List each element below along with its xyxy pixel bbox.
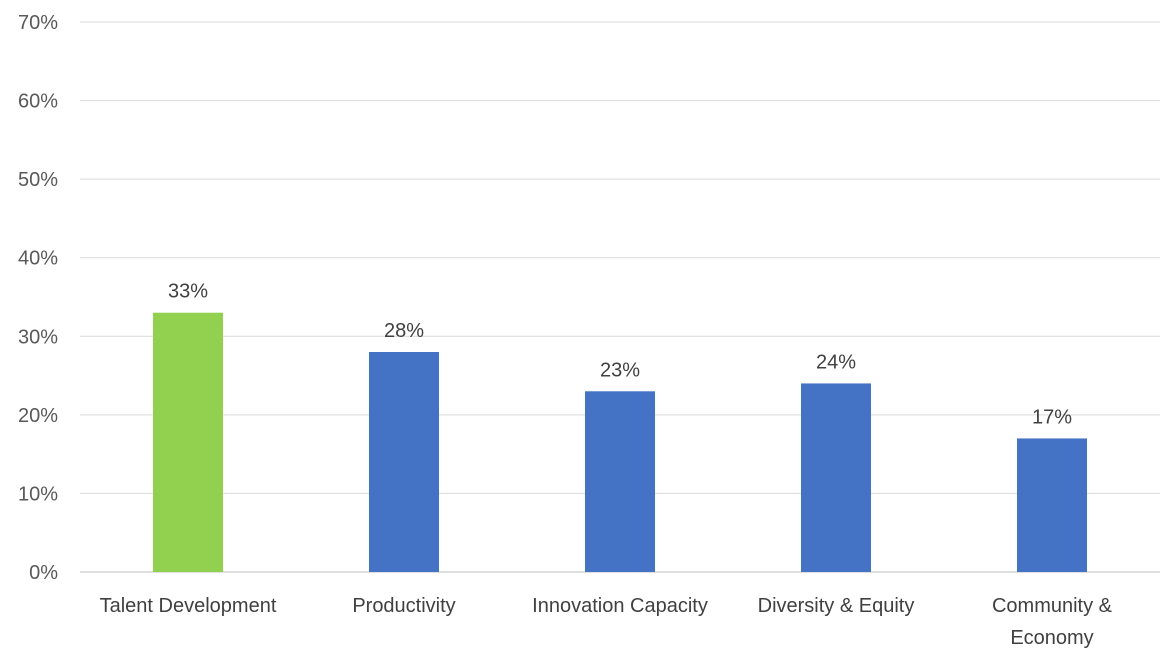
bar	[153, 312, 223, 572]
y-tick-label: 20%	[18, 405, 58, 427]
y-tick-label: 30%	[18, 326, 58, 348]
data-label: 23%	[600, 359, 640, 381]
x-axis-category-labels: Talent Development Productivity Innovation…	[100, 595, 1113, 649]
data-label: 28%	[384, 320, 424, 342]
y-tick-label: 40%	[18, 248, 58, 270]
bars	[153, 312, 1087, 572]
y-tick-label: 0%	[29, 562, 58, 584]
y-axis-tick-labels: 0% 10% 20% 30% 40% 50% 60% 70%	[18, 12, 58, 584]
category-label: Economy	[1010, 627, 1093, 649]
category-label: Productivity	[352, 595, 455, 617]
y-tick-label: 50%	[18, 169, 58, 191]
bar	[369, 352, 439, 572]
data-label: 24%	[816, 351, 856, 373]
y-tick-label: 70%	[18, 12, 58, 34]
data-label: 17%	[1032, 406, 1072, 428]
y-tick-label: 10%	[18, 483, 58, 505]
y-tick-label: 60%	[18, 91, 58, 113]
data-label: 33%	[168, 281, 208, 303]
category-label: Diversity & Equity	[758, 595, 915, 617]
bar	[1017, 438, 1087, 572]
bar	[801, 383, 871, 572]
data-labels: 33% 28% 23% 24% 17%	[168, 281, 1072, 429]
category-label: Innovation Capacity	[532, 595, 708, 617]
category-label: Community &	[992, 595, 1113, 617]
bar	[585, 391, 655, 572]
category-label: Talent Development	[100, 595, 277, 617]
